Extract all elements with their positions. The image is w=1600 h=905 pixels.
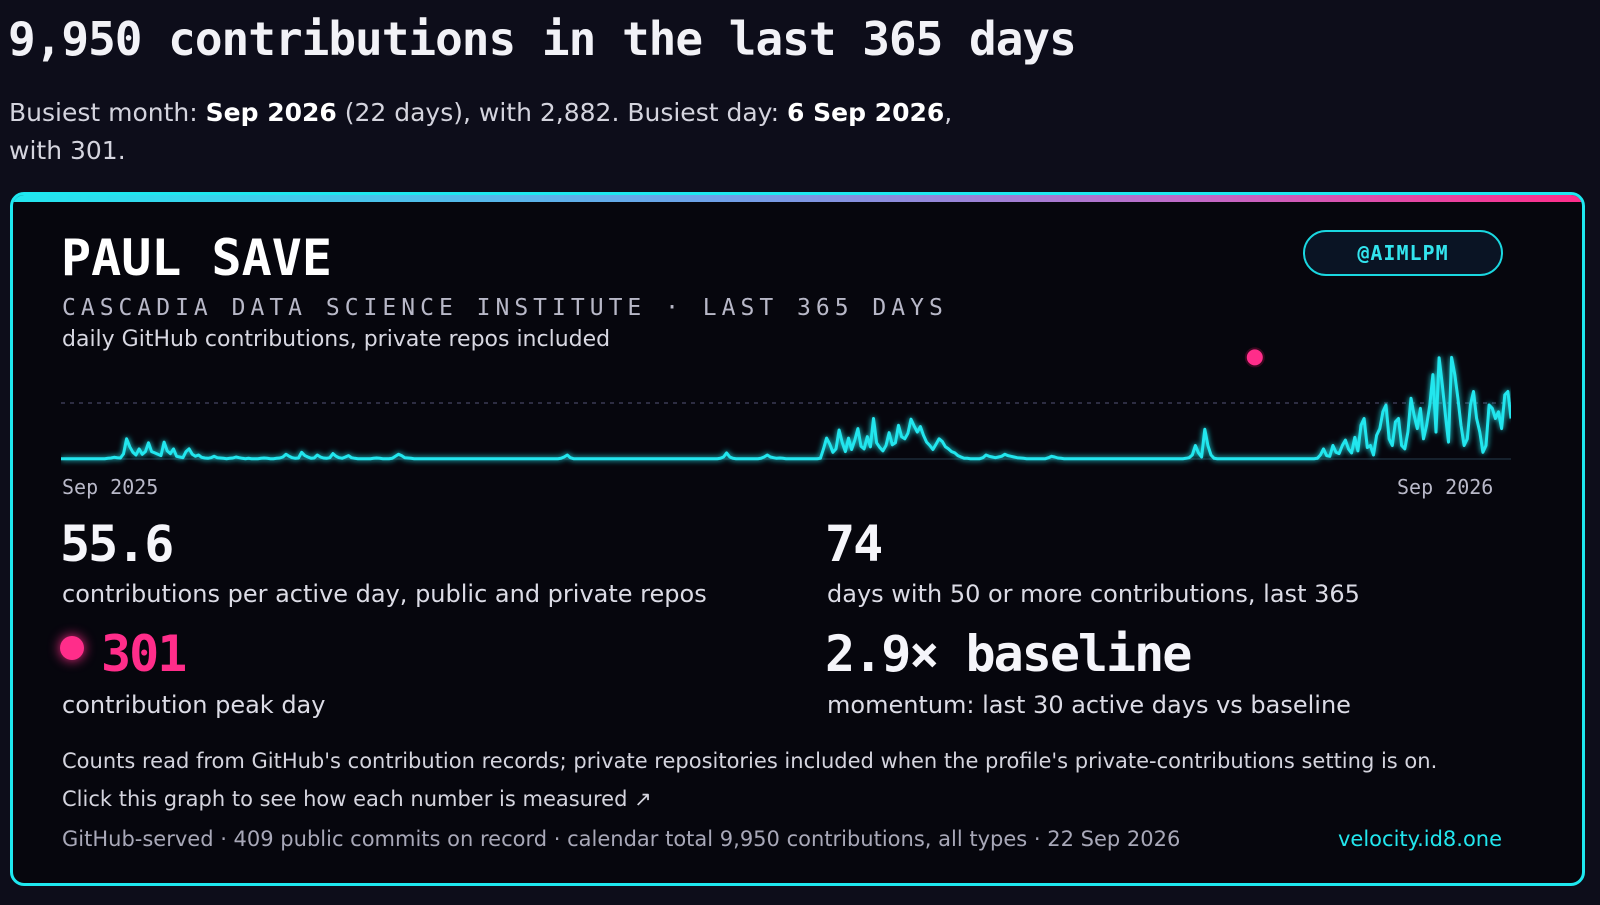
card-gradient-bar xyxy=(13,195,1582,202)
org-line: CASCADIA DATA SCIENCE INSTITUTE · LAST 3… xyxy=(62,295,948,321)
busiest-month-suffix: (22 days), with 2,882. Busiest day: xyxy=(336,98,788,127)
busiest-day: 6 Sep 2026 xyxy=(787,98,945,127)
methodology-link[interactable]: Click this graph to see how each number … xyxy=(62,787,652,811)
peak-dot-icon xyxy=(60,636,84,660)
per-day-value: 55.6 xyxy=(60,515,174,573)
busiest-month: Sep 2026 xyxy=(205,98,337,127)
per-day-label: contributions per active day, public and… xyxy=(62,580,707,608)
peak-label: contribution peak day xyxy=(62,691,326,719)
peak-marker xyxy=(1244,347,1265,368)
days50-label: days with 50 or more contributions, last… xyxy=(827,580,1360,608)
momentum-value: 2.9× baseline xyxy=(825,625,1192,683)
series-line xyxy=(61,355,1511,461)
page-title: 9,950 contributions in the last 365 days xyxy=(8,12,1077,66)
card-footer: GitHub-served · 409 public commits on re… xyxy=(62,827,1181,851)
momentum-label: momentum: last 30 active days vs baselin… xyxy=(827,691,1351,719)
days50-value: 74 xyxy=(825,515,883,573)
busiest-prefix: Busiest month: xyxy=(9,98,206,127)
x-tick-end: Sep 2026 xyxy=(1397,475,1494,499)
contributions-chart[interactable] xyxy=(61,345,1511,480)
peak-value: 301 xyxy=(101,625,187,683)
methodology-note: Counts read from GitHub's contribution r… xyxy=(62,749,1438,773)
site-link[interactable]: velocity.id8.one xyxy=(1338,827,1503,851)
busiest-summary: Busiest month: Sep 2026 (22 days), with … xyxy=(9,94,979,170)
busiest-day-suffix: , with 301. xyxy=(9,98,953,165)
x-tick-start: Sep 2025 xyxy=(62,475,159,499)
profile-card[interactable]: PAUL SAVE @AIMLPM CASCADIA DATA SCIENCE … xyxy=(10,192,1585,886)
handle-badge[interactable]: @AIMLPM xyxy=(1303,230,1503,276)
chart-subtitle: daily GitHub contributions, private repo… xyxy=(62,327,611,352)
profile-name: PAUL SAVE xyxy=(61,229,332,287)
